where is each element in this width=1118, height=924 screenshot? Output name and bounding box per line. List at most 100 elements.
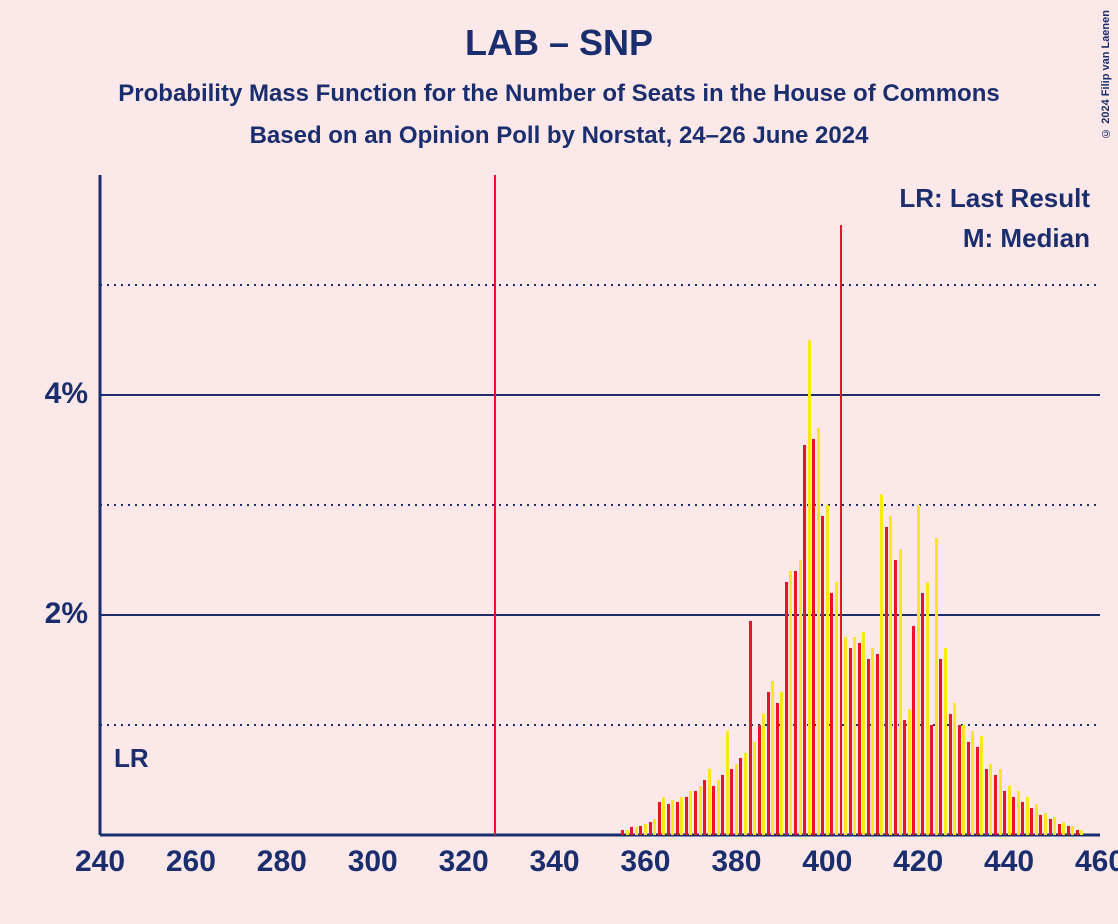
bar-red	[1067, 826, 1070, 835]
bar-yellow	[1026, 797, 1029, 836]
x-tick-label: 380	[711, 845, 761, 879]
bar-yellow	[935, 538, 938, 835]
bar-red	[994, 775, 997, 836]
x-tick-label: 260	[166, 845, 216, 879]
bar-red	[912, 626, 915, 835]
bar-red	[894, 560, 897, 835]
bar-yellow	[644, 824, 647, 835]
bar-red	[703, 780, 706, 835]
chart-subtitle-1: Probability Mass Function for the Number…	[0, 64, 1118, 108]
bar-red	[849, 648, 852, 835]
bar-yellow	[771, 681, 774, 835]
bar-red	[794, 571, 797, 835]
bar-yellow	[653, 819, 656, 836]
y-tick-label: 2%	[45, 597, 88, 631]
bar-yellow	[926, 582, 929, 835]
bar-red	[676, 802, 679, 835]
bar-red	[1076, 830, 1079, 836]
median-line	[840, 225, 842, 836]
bar-yellow	[808, 340, 811, 835]
bar-yellow	[908, 709, 911, 836]
bar-yellow	[1053, 817, 1056, 835]
bar-red	[949, 714, 952, 835]
legend-median: M: Median	[963, 223, 1090, 254]
bar-red	[976, 747, 979, 835]
bar-red	[749, 621, 752, 836]
bar-yellow	[735, 764, 738, 836]
bar-yellow	[889, 516, 892, 835]
bar-yellow	[899, 549, 902, 835]
bar-red	[667, 804, 670, 835]
bar-yellow	[999, 769, 1002, 835]
bar-yellow	[1008, 786, 1011, 836]
y-tick-label: 4%	[45, 377, 88, 411]
bar-red	[939, 659, 942, 835]
bar-yellow	[726, 731, 729, 836]
bar-red	[903, 720, 906, 836]
x-tick-label: 320	[439, 845, 489, 879]
x-tick-label: 460	[1075, 845, 1118, 879]
bar-red	[621, 830, 624, 836]
bar-yellow	[780, 692, 783, 835]
bar-red	[985, 769, 988, 835]
bar-yellow	[880, 494, 883, 835]
bar-red	[958, 725, 961, 835]
bar-red	[858, 643, 861, 836]
bar-red	[830, 593, 833, 835]
bar-yellow	[689, 791, 692, 835]
bar-yellow	[1044, 813, 1047, 835]
bar-red	[776, 703, 779, 835]
bar-red	[739, 758, 742, 835]
x-tick-label: 400	[802, 845, 852, 879]
bar-yellow	[717, 780, 720, 835]
bar-red	[1012, 797, 1015, 836]
bar-yellow	[671, 800, 674, 835]
chart-plot-area	[100, 175, 1100, 835]
bar-red	[967, 742, 970, 836]
bar-yellow	[989, 764, 992, 836]
x-tick-label: 240	[75, 845, 125, 879]
bar-red	[1058, 824, 1061, 835]
bar-red	[758, 725, 761, 835]
bar-red	[712, 786, 715, 836]
bar-yellow	[962, 725, 965, 835]
bar-red	[767, 692, 770, 835]
bar-yellow	[835, 582, 838, 835]
bar-yellow	[789, 571, 792, 835]
bar-yellow	[744, 753, 747, 836]
bar-red	[812, 439, 815, 835]
bar-yellow	[699, 786, 702, 836]
bar-yellow	[799, 560, 802, 835]
chart-title: LAB – SNP	[0, 0, 1118, 64]
bar-yellow	[862, 632, 865, 836]
bar-yellow	[817, 428, 820, 835]
bar-yellow	[753, 742, 756, 836]
bar-red	[721, 775, 724, 836]
bar-red	[885, 527, 888, 835]
bar-yellow	[1062, 822, 1065, 835]
bar-red	[930, 725, 933, 835]
x-tick-label: 300	[348, 845, 398, 879]
bar-yellow	[1080, 830, 1083, 836]
chart-subtitle-2: Based on an Opinion Poll by Norstat, 24–…	[0, 108, 1118, 150]
bar-yellow	[871, 648, 874, 835]
lr-label: LR	[114, 743, 149, 774]
bar-red	[685, 797, 688, 836]
bar-red	[694, 791, 697, 835]
bar-red	[1039, 815, 1042, 835]
bar-red	[730, 769, 733, 835]
x-tick-label: 280	[257, 845, 307, 879]
bar-red	[876, 654, 879, 836]
bar-red	[867, 659, 870, 835]
bar-red	[803, 445, 806, 836]
bar-yellow	[635, 827, 638, 835]
x-tick-label: 360	[620, 845, 670, 879]
bar-red	[1003, 791, 1006, 835]
bar-yellow	[680, 797, 683, 836]
bar-yellow	[953, 703, 956, 835]
bar-red	[1021, 802, 1024, 835]
bar-red	[639, 826, 642, 835]
x-tick-label: 420	[893, 845, 943, 879]
bar-yellow	[708, 769, 711, 835]
bar-yellow	[853, 637, 856, 835]
